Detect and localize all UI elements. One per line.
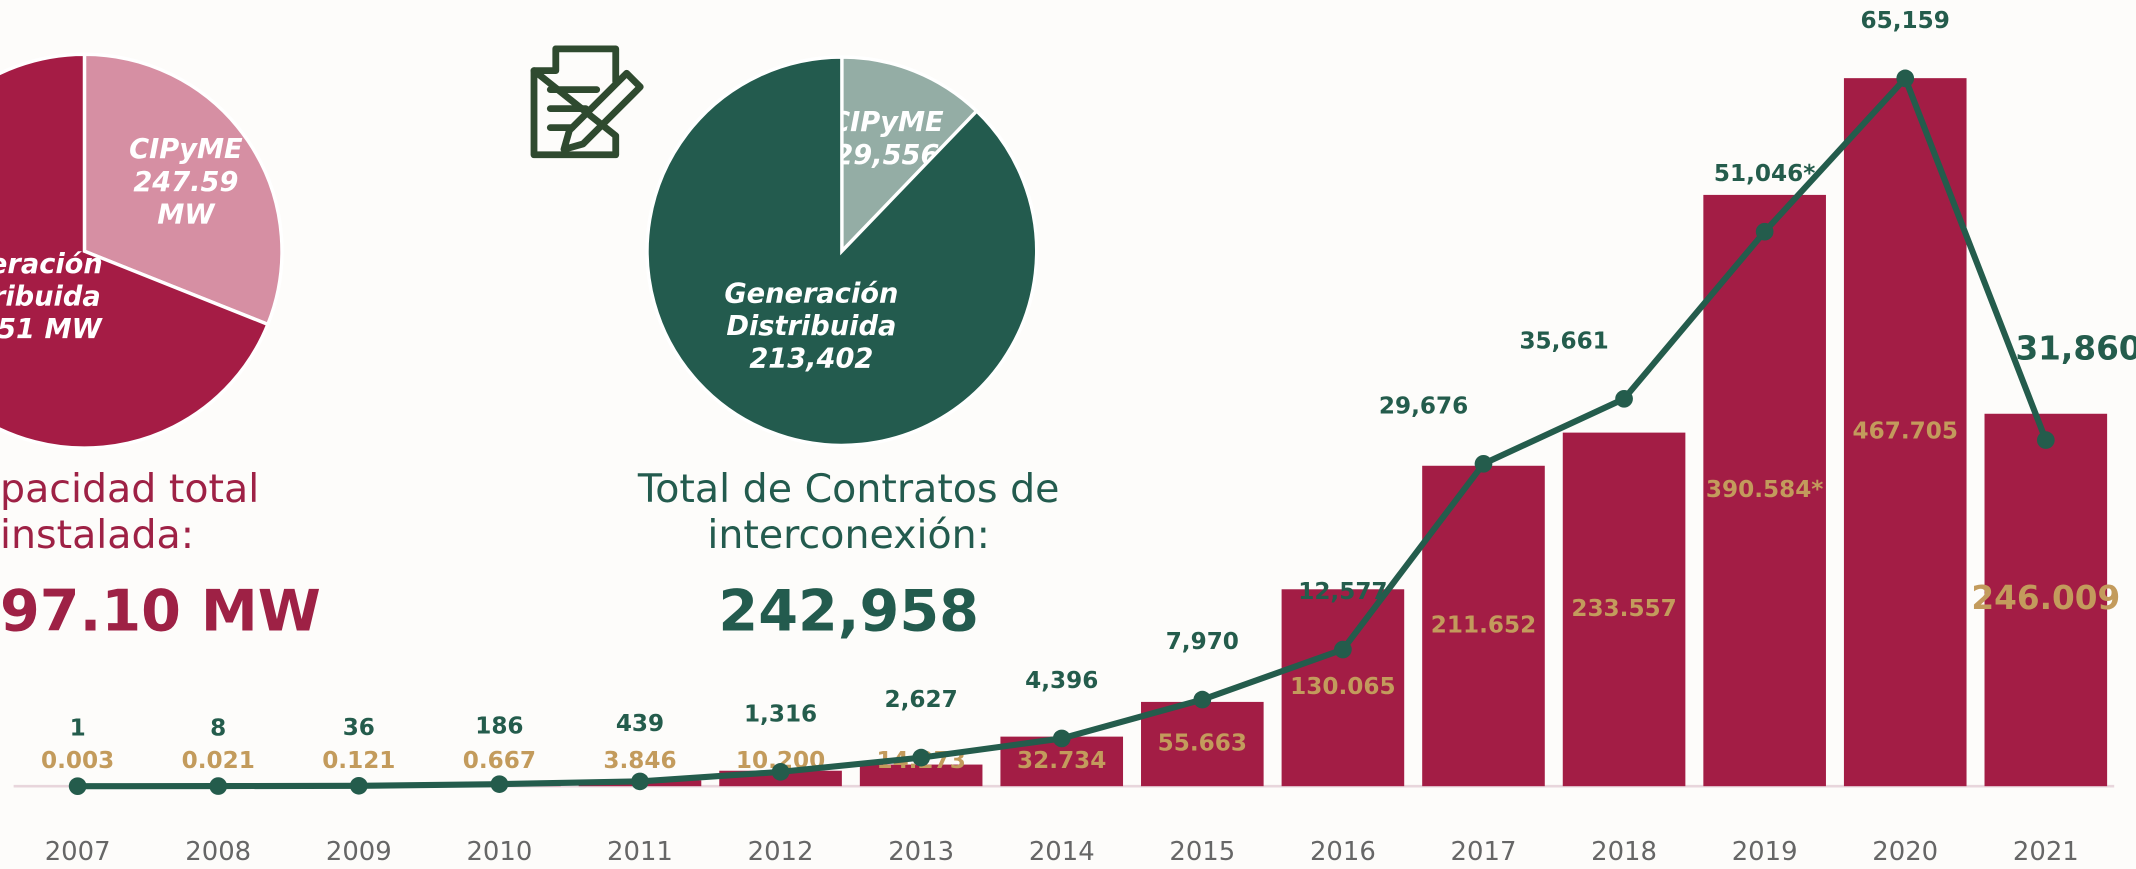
x-tick-label: 2019 [1732, 837, 1798, 867]
x-tick-label: 2021 [2013, 837, 2079, 867]
caption: pacidad total [0, 466, 259, 512]
bar-value-label: 130.065 [1290, 674, 1395, 700]
line-value-label: 8 [210, 716, 226, 742]
x-tick-label: 2009 [326, 837, 392, 867]
line-point [1474, 454, 1493, 473]
line-value-label: 65,159 [1861, 8, 1950, 34]
pie-label-name: CIPyME [129, 134, 243, 165]
line-value-label: 12,577 [1298, 579, 1387, 605]
line-value-label: 186 [475, 714, 523, 740]
line-point [771, 763, 790, 781]
x-tick-label: 2010 [466, 837, 532, 867]
pie-label-value: 549.51 MW [0, 314, 104, 345]
line-value-label: 29,676 [1379, 393, 1468, 419]
x-tick-label: 2007 [45, 837, 111, 867]
bar-value-label: 390.584* [1706, 477, 1824, 503]
bar [1141, 701, 1264, 787]
line-point [1052, 729, 1071, 748]
line-point [1896, 69, 1915, 88]
bar [1984, 413, 2108, 787]
x-tick-label: 2012 [748, 837, 814, 867]
line-value-label: 1,316 [744, 701, 817, 727]
line-point [490, 775, 509, 793]
line-point [1334, 640, 1352, 659]
line-point [2036, 431, 2055, 449]
line-value-label: 1 [70, 716, 86, 742]
line-value-label: 36 [343, 715, 375, 741]
line-point [349, 776, 368, 795]
bar-value-label: 467.705 [1853, 419, 1958, 445]
x-tick-label: 2015 [1169, 837, 1235, 867]
pie-label-value: 247.59 MW [133, 166, 238, 230]
bar-value-label: 0.121 [322, 748, 395, 774]
line-value-label: 439 [616, 711, 664, 737]
bar-value-label: 3.846 [603, 748, 676, 774]
pie-slice [0, 52, 271, 450]
line-value-label: 4,396 [1025, 668, 1098, 694]
pie-slice [82, 52, 284, 327]
bar-value-label: 211.652 [1431, 612, 1536, 638]
bar-value-label: 246.009 [1971, 579, 2120, 617]
pie-slice [645, 55, 1039, 448]
x-tick-label: 2013 [888, 837, 954, 867]
bar [859, 764, 983, 787]
x-tick-label: 2018 [1591, 837, 1657, 867]
line-value-label: 2,627 [885, 687, 958, 713]
bar [1562, 432, 1686, 787]
total: 97.10 MW [0, 579, 321, 645]
bar-value-label: 55.663 [1158, 731, 1247, 757]
pie-label-value: 213,402 [749, 343, 873, 374]
bar-value-label: 0.021 [182, 748, 255, 774]
line-value-label: 7,970 [1166, 629, 1239, 655]
caption: interconexión: [707, 512, 990, 558]
x-tick-label: 2008 [185, 837, 251, 867]
line-point [631, 772, 649, 791]
bar [1843, 78, 1967, 787]
line-point [1755, 222, 1774, 241]
pie-label-name: CIPyME [830, 107, 944, 138]
total: 242,958 [718, 579, 979, 645]
document-icon [530, 45, 644, 159]
caption: instalada: [0, 512, 194, 558]
line-point [209, 777, 228, 795]
x-tick-label: 2011 [607, 837, 673, 867]
bar-value-label: 0.667 [463, 748, 536, 774]
line-point [68, 777, 87, 795]
x-tick-label: 2020 [1872, 837, 1938, 867]
line-value-label: 31,860 [2015, 330, 2136, 368]
line-point [1193, 690, 1212, 709]
x-tick-label: 2016 [1310, 837, 1376, 867]
bar-value-label: 233.557 [1571, 596, 1676, 622]
bar [1703, 194, 1826, 787]
caption: Total de Contratos de [637, 466, 1060, 512]
pie-slice [840, 55, 980, 256]
x-tick-label: 2017 [1451, 837, 1517, 867]
line-point [912, 748, 931, 767]
x-tick-label: 2014 [1029, 837, 1095, 867]
bar-value-label: 32.734 [1017, 748, 1106, 774]
line-value-label: 35,661 [1519, 328, 1608, 354]
bar-value-label: 0.003 [41, 748, 114, 774]
bar [1281, 589, 1405, 787]
line-value-label: 51,046* [1714, 161, 1815, 187]
pie-label-value: 29,556 [834, 139, 939, 170]
line-point [1615, 389, 1633, 408]
pie-label: GeneraciónDistribuida549.51 MW [0, 248, 104, 344]
